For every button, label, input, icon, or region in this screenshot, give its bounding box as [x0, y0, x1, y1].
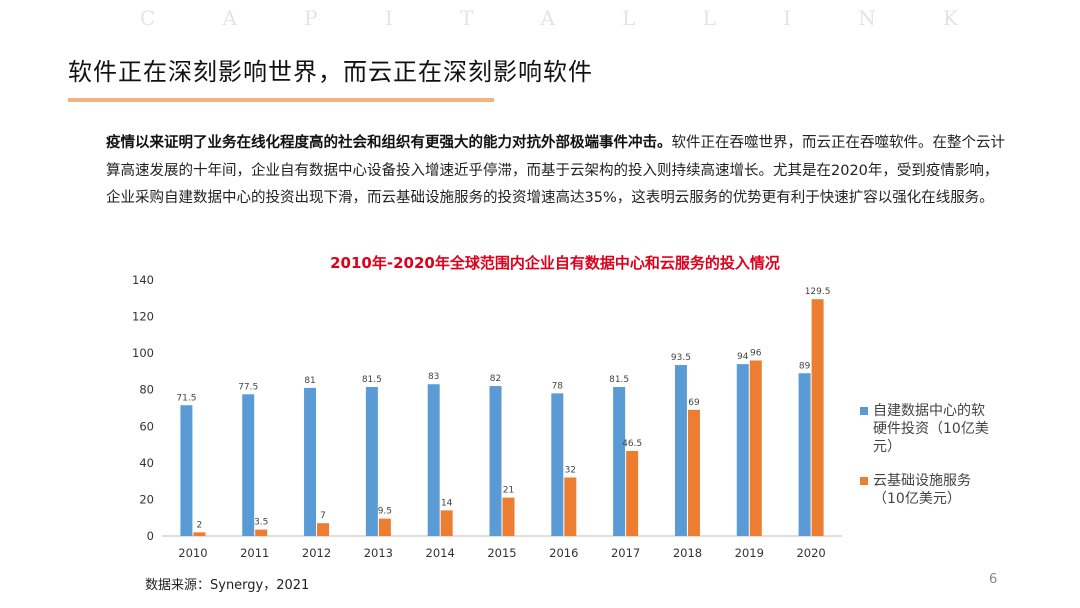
data-label: 77.5 — [238, 382, 258, 392]
data-label: 46.5 — [622, 439, 642, 449]
legend-label: （10亿美元） — [873, 491, 961, 507]
watermark-letter: A — [222, 6, 239, 30]
data-source: 数据来源：Synergy，2021 — [145, 578, 310, 593]
legend-label: 云基础设施服务 — [873, 472, 971, 489]
x-tick-label: 2013 — [364, 546, 393, 560]
bar-self-built-dc — [798, 373, 811, 536]
x-tick-label: 2010 — [178, 546, 207, 560]
data-label: 94 — [737, 352, 749, 362]
data-label: 93.5 — [671, 353, 691, 363]
watermark-letter: K — [942, 6, 960, 30]
data-label: 81.5 — [362, 375, 382, 385]
watermark-letter: I — [384, 6, 395, 30]
bar-cloud-infra — [626, 450, 639, 536]
bar-cloud-infra — [502, 497, 515, 536]
x-tick-label: 2019 — [735, 546, 764, 560]
investment-bar-chart: 2010年-2020年全球范围内企业自有数据中心和云服务的投入情况 0 20 40 60… — [132, 254, 989, 560]
data-label: 82 — [490, 374, 501, 384]
watermark-letter: L — [702, 6, 718, 30]
bar-cloud-infra — [749, 360, 762, 536]
bar-self-built-dc — [180, 405, 193, 536]
page-number: 6 — [989, 572, 998, 587]
watermark-letter: L — [622, 6, 638, 30]
title-underline — [68, 98, 494, 102]
bar-self-built-dc — [304, 387, 317, 536]
bar-cloud-infra — [811, 299, 824, 536]
data-label: 81.5 — [609, 375, 629, 385]
data-label: 9.5 — [378, 507, 392, 517]
bar-self-built-dc — [551, 393, 564, 536]
data-label: 21 — [503, 486, 514, 496]
page-title: 软件正在深刻影响世界，而云正在深刻影响软件 — [68, 58, 593, 86]
data-label: 2 — [197, 520, 203, 530]
watermark-letter: C — [140, 6, 158, 30]
bar-self-built-dc — [613, 386, 626, 536]
watermark-letter: P — [304, 6, 320, 30]
data-label: 78 — [552, 381, 564, 391]
data-label: 3.5 — [254, 518, 268, 528]
legend-label: 元） — [873, 439, 901, 455]
x-tick-label: 2014 — [426, 546, 455, 560]
bar-cloud-infra — [317, 523, 330, 536]
intro-bold-sentence: 疫情以来证明了业务在线化程度高的社会和组织有更强大的能力对抗外部极端事件冲击。 — [106, 135, 672, 151]
x-tick-label: 2012 — [302, 546, 331, 560]
bar-cloud-infra — [255, 529, 268, 536]
legend-swatch — [860, 407, 868, 415]
watermark-letter: N — [858, 6, 878, 30]
data-label: 89 — [799, 361, 811, 371]
watermark-letter: T — [459, 6, 476, 30]
bar-self-built-dc — [427, 384, 440, 536]
x-tick-label: 2018 — [673, 546, 702, 560]
intro-paragraph: 疫情以来证明了业务在线化程度高的社会和组织有更强大的能力对抗外部极端事件冲击。软… — [106, 130, 1006, 213]
bar-self-built-dc — [365, 386, 378, 536]
y-tick-label: 60 — [139, 419, 154, 433]
x-tick-label: 2016 — [549, 546, 578, 560]
y-tick-label: 120 — [132, 310, 154, 324]
legend-label: 硬件投资（10亿美 — [873, 421, 989, 437]
data-label: 71.5 — [176, 393, 196, 403]
bar-cloud-infra — [378, 518, 391, 536]
chart-title: 2010年-2020年全球范围内企业自有数据中心和云服务的投入情况 — [330, 254, 780, 272]
watermark-letter: I — [783, 6, 794, 30]
data-label: 14 — [441, 498, 453, 508]
y-tick-label: 40 — [139, 456, 154, 470]
bar-cloud-infra — [193, 532, 206, 536]
y-tick-label: 140 — [132, 273, 154, 287]
bar-cloud-infra — [440, 510, 453, 536]
data-label: 96 — [750, 348, 762, 358]
x-tick-label: 2020 — [796, 546, 825, 560]
x-tick-label: 2015 — [487, 546, 516, 560]
data-label: 7 — [320, 511, 326, 521]
data-label: 129.5 — [805, 287, 831, 297]
bar-cloud-infra — [564, 477, 577, 536]
y-tick-label: 0 — [147, 529, 154, 543]
y-tick-label: 80 — [139, 383, 154, 397]
data-label: 81 — [304, 376, 315, 386]
data-label: 32 — [565, 465, 576, 475]
y-tick-label: 100 — [132, 346, 154, 360]
data-label: 69 — [688, 398, 700, 408]
legend-swatch — [860, 477, 868, 485]
watermark-letter: A — [540, 6, 557, 30]
intro-body-text: 软件正在吞噬世界，而云正在吞噬软件。在整个云计算高速发展的十年间，企业自有数据中… — [106, 135, 1005, 206]
bar-cloud-infra — [687, 409, 700, 536]
x-tick-label: 2017 — [611, 546, 640, 560]
bar-self-built-dc — [674, 365, 687, 536]
bar-self-built-dc — [489, 386, 502, 536]
data-label: 83 — [428, 372, 439, 382]
y-tick-label: 20 — [139, 492, 154, 506]
bar-self-built-dc — [242, 394, 255, 536]
bar-self-built-dc — [736, 364, 749, 536]
legend-label: 自建数据中心的软 — [873, 403, 985, 419]
x-tick-label: 2011 — [240, 546, 269, 560]
